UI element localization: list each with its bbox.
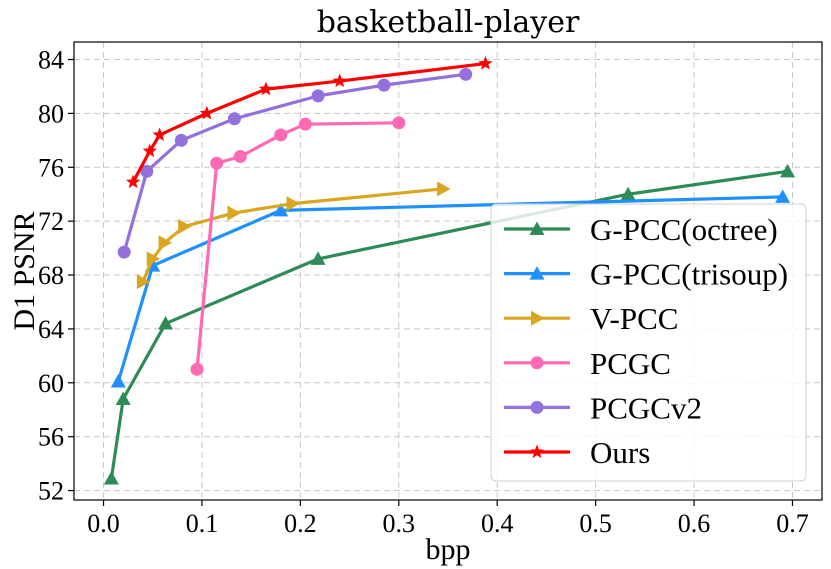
data-point-pcgcv2 [311, 89, 325, 103]
series-line-g-pcc-octree [109, 169, 788, 479]
legend-item-v-pcc: V-PCC [504, 301, 678, 336]
data-point-g-pcc-octree [115, 391, 131, 405]
data-point-v-pcc [158, 235, 173, 251]
data-point-pcgc [274, 128, 288, 142]
data-point-ours [142, 143, 157, 158]
data-point-v-pcc [178, 219, 192, 235]
legend-label: G-PCC(octree) [590, 212, 778, 247]
data-point-g-pcc-octree [620, 186, 636, 201]
legend-item-g-pcc-trisoup: G-PCC(trisoup) [504, 257, 788, 292]
data-point-g-pcc-trisoup [273, 202, 289, 217]
x-axis-label: bpp [426, 533, 471, 566]
data-point-ours [152, 127, 167, 142]
legend-label: V-PCC [590, 301, 678, 336]
series-v-pcc [136, 181, 451, 290]
y-tick-label: 68 [38, 261, 64, 290]
y-axis-label: D1 PSNR [8, 211, 41, 330]
data-point-pcgc [210, 156, 224, 170]
ticks: 0.0 0.1 0.2 0.3 0.4 0.5 0.6 0.7 52 56 60 64 68 72 76 80… [38, 46, 809, 538]
data-point-pcgcv2 [227, 112, 241, 126]
x-tick-label: 0.1 [186, 509, 219, 538]
x-tick-label: 0.6 [678, 509, 711, 538]
data-point-ours [125, 174, 141, 189]
data-point-g-pcc-octree [103, 470, 119, 485]
legend-item-g-pcc-octree: G-PCC(octree) [504, 212, 778, 247]
legend-label: PCGC [590, 346, 671, 381]
data-point-pcgc [233, 150, 247, 163]
x-tick-label: 0.5 [579, 509, 612, 538]
legend-marker [531, 310, 545, 326]
x-tick-label: 0.2 [284, 509, 317, 538]
series-g-pcc-octree [103, 163, 796, 485]
y-tick-label: 76 [38, 153, 64, 182]
y-tick-label: 52 [38, 477, 64, 506]
legend-item-ours: Ours [504, 435, 650, 470]
y-tick-label: 56 [38, 423, 64, 452]
data-point-g-pcc-octree [780, 163, 796, 178]
data-point-ours [258, 81, 274, 96]
y-tick-label: 80 [38, 99, 64, 128]
data-point-ours [478, 56, 493, 70]
x-tick-label: 0.7 [776, 509, 809, 538]
legend-item-pcgcv2: PCGCv2 [504, 390, 702, 425]
legend-marker [530, 356, 544, 370]
x-tick-label: 0.4 [481, 509, 514, 538]
chart-title: basketball-player [317, 5, 580, 40]
legend: G-PCC(octree) G-PCC(trisoup) V-PCC PCGC PCGC… [490, 203, 807, 482]
series-line-pcgcv2 [122, 72, 466, 253]
legend-marker [530, 400, 544, 414]
x-tick-label: 0.3 [383, 509, 416, 538]
y-tick-label: 84 [38, 46, 64, 75]
series-ours [125, 56, 493, 189]
data-point-pcgc [298, 117, 312, 131]
data-point-v-pcc [227, 205, 241, 221]
legend-label: Ours [590, 435, 650, 470]
data-point-v-pcc [146, 251, 161, 267]
series-pcgcv2 [117, 67, 473, 259]
legend-marker [529, 444, 545, 459]
data-point-g-pcc-trisoup [775, 189, 791, 203]
data-point-v-pcc [286, 196, 300, 212]
data-point-pcgc [190, 362, 204, 376]
data-point-pcgc [392, 116, 406, 130]
data-point-g-pcc-trisoup [110, 373, 126, 388]
data-point-ours [199, 105, 214, 120]
y-tick-label: 60 [38, 369, 64, 398]
y-tick-label: 72 [38, 207, 64, 236]
data-point-g-pcc-octree [158, 316, 174, 330]
series-layer [103, 56, 796, 485]
y-tick-label: 64 [38, 315, 64, 344]
legend-marker [529, 221, 545, 235]
data-point-g-pcc-octree [310, 251, 326, 265]
data-point-v-pcc [437, 181, 451, 197]
data-point-pcgcv2 [459, 67, 473, 81]
data-point-pcgcv2 [377, 78, 391, 92]
series-pcgc [190, 116, 406, 376]
data-point-v-pcc [136, 274, 151, 290]
data-point-pcgcv2 [117, 245, 131, 259]
plot-frame [73, 41, 823, 501]
data-point-pcgcv2 [140, 164, 154, 178]
series-line-pcgc [195, 121, 399, 370]
legend-label: G-PCC(trisoup) [590, 257, 788, 292]
data-point-pcgcv2 [174, 133, 188, 147]
legend-marker [529, 266, 545, 280]
x-tick-label: 0.0 [87, 509, 120, 538]
legend-label: PCGCv2 [590, 390, 702, 425]
data-point-ours [332, 73, 347, 88]
legend-item-pcgc: PCGC [504, 346, 671, 381]
